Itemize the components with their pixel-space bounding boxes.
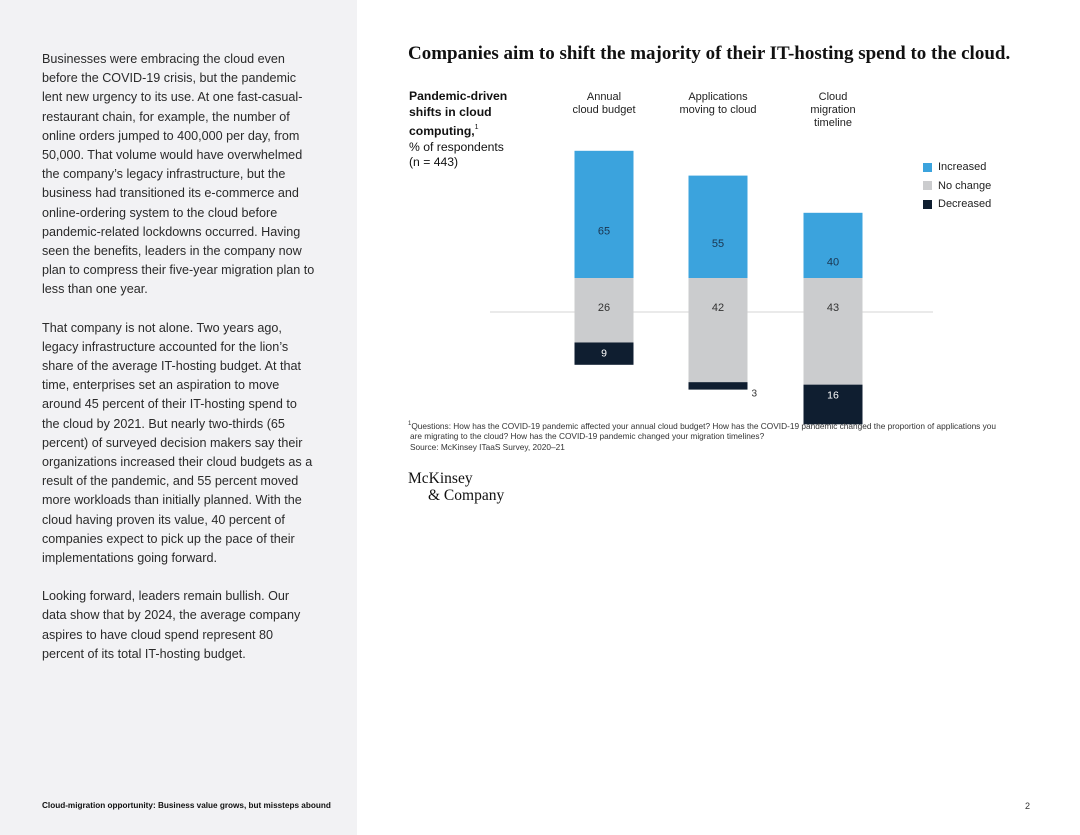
footer-title: Cloud-migration opportunity: Business va… <box>42 801 331 810</box>
value-label-increased-2: 55 <box>712 238 724 250</box>
value-label-no-change-3: 43 <box>827 302 839 314</box>
chart-subtitle: Pandemic-driven shifts in cloud computin… <box>409 89 529 171</box>
footnote-line-1: Questions: How has the COVID-19 pandemic… <box>411 420 997 431</box>
legend-label-increased: Increased <box>938 161 987 174</box>
legend-item-decreased: Decreased <box>923 195 991 214</box>
chart-source: Source: McKinsey ITaaS Survey, 2020–21 <box>410 441 565 452</box>
paragraph-1: Businesses were embracing the cloud even… <box>42 52 315 297</box>
subtitle-footnote-mark: 1 <box>474 124 479 132</box>
bar-no-change-3 <box>803 278 863 385</box>
legend-swatch-no-change <box>923 181 932 191</box>
category-label-3-line-3: timeline <box>814 117 852 129</box>
footnote-line-2: are migrating to the cloud? How has the … <box>410 431 765 442</box>
article-body: Businesses were embracing the cloud even… <box>42 50 317 683</box>
paragraph-3: Looking forward, leaders remain bullish.… <box>42 589 301 661</box>
legend-swatch-decreased <box>923 199 932 209</box>
legend-swatch-increased <box>923 162 932 172</box>
value-label-decreased-3: 16 <box>827 390 839 402</box>
mckinsey-logo: McKinsey & Company <box>408 470 504 504</box>
logo-line-1: McKinsey <box>408 470 473 487</box>
subtitle-bold: Pandemic-driven shifts in cloud computin… <box>409 89 508 139</box>
sidebar-panel <box>0 0 357 835</box>
value-label-increased-1: 65 <box>598 225 610 237</box>
category-label-1-line-2: cloud budget <box>573 104 636 116</box>
subtitle-n: (n = 443) <box>409 155 459 170</box>
chart-legend: Increased No change Decreased <box>923 158 991 214</box>
chart-title: Companies aim to shift the majority of t… <box>408 43 1011 64</box>
legend-item-no-change: No change <box>923 177 991 196</box>
category-label-1-line-1: Annual <box>587 91 621 103</box>
paragraph-2: That company is not alone. Two years ago… <box>42 320 313 566</box>
value-label-no-change-1: 26 <box>598 302 610 314</box>
legend-label-decreased: Decreased <box>938 198 992 211</box>
bar-decreased-3 <box>803 384 863 425</box>
category-label-3-line-1: Cloud <box>819 91 848 103</box>
page-number: 2 <box>1025 801 1031 811</box>
legend-label-no-change: No change <box>938 179 992 192</box>
category-label-3-line-2: migration <box>810 104 855 116</box>
chart-footnote: 1Questions: How has the COVID-19 pandemi… <box>408 419 1038 452</box>
value-label-increased-3: 40 <box>827 256 839 268</box>
bar-no-change-1 <box>574 278 634 343</box>
value-label-decreased-2: 3 <box>752 389 758 400</box>
subtitle-unit: % of respondents <box>409 139 504 154</box>
category-label-2-line-2: moving to cloud <box>679 104 756 116</box>
bar-decreased-1 <box>574 342 634 365</box>
footnote-mark: 1 <box>408 421 412 427</box>
value-label-no-change-2: 42 <box>712 302 724 314</box>
legend-item-increased: Increased <box>923 158 991 177</box>
bar-decreased-2 <box>688 382 748 390</box>
value-label-decreased-1: 9 <box>601 347 607 359</box>
logo-line-2: & Company <box>428 487 505 504</box>
bar-no-change-2 <box>688 278 748 383</box>
category-label-2-line-1: Applications <box>688 91 748 103</box>
